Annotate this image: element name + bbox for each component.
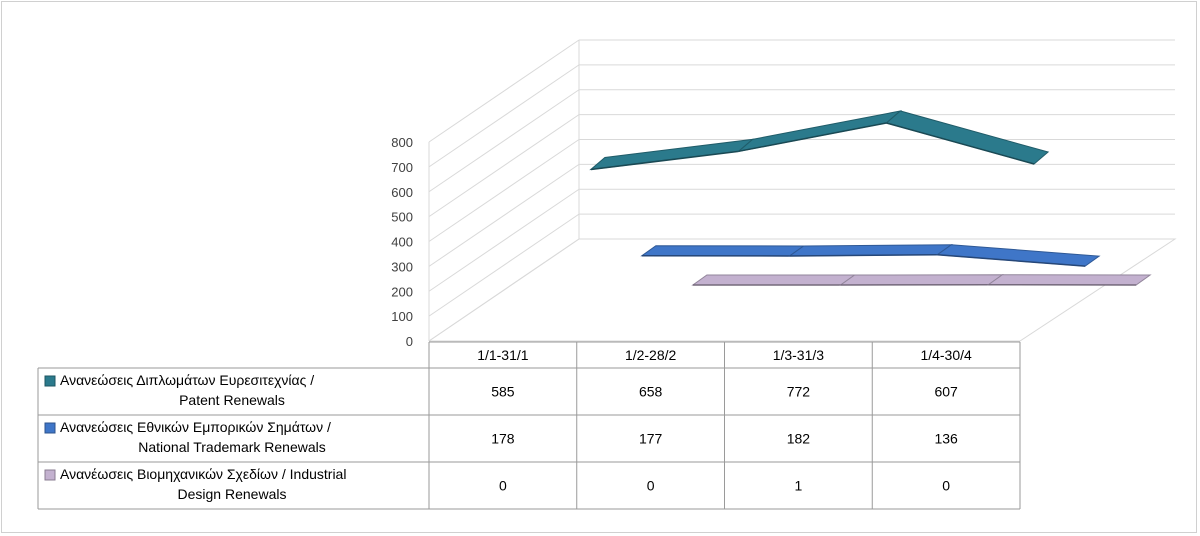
data-table-cell: 178 xyxy=(491,431,515,447)
y-tick-label: 500 xyxy=(391,210,413,225)
data-table-cell: 658 xyxy=(639,384,663,400)
data-table-cell: 182 xyxy=(787,431,811,447)
x-category-label: 1/2-28/2 xyxy=(625,347,677,363)
y-tick-label: 600 xyxy=(391,185,413,200)
side-gridline xyxy=(428,188,580,292)
data-table-cell: 0 xyxy=(499,478,507,494)
side-gridline xyxy=(428,64,580,168)
data-table: 1/1-31/1 1/2-28/2 1/3-31/3 1/4-30/4 Ανανεώσε… xyxy=(37,341,1021,510)
series-ribbon-segment xyxy=(885,110,1050,165)
series-line-front-edge xyxy=(789,253,938,257)
legend-key xyxy=(44,375,56,387)
legend-label-line: Ανανεώσεις Διπλωμάτων Ευρεσιτεχνίας / xyxy=(60,372,314,388)
data-table-cell: 0 xyxy=(647,478,655,494)
legend-label-line: Patent Renewals xyxy=(179,392,285,408)
side-gridline xyxy=(428,39,580,143)
data-table-cell: 136 xyxy=(934,431,958,447)
legend-key xyxy=(44,422,56,434)
series-ribbon-segment xyxy=(589,138,755,171)
data-table-cell: 1 xyxy=(794,478,802,494)
legend-label-line: Ανανέωσεις Βιομηχανικών Σχεδίων / Indust… xyxy=(60,466,346,482)
data-table-cell: 772 xyxy=(787,384,811,400)
series-line-front-edge xyxy=(590,150,739,171)
legend-key xyxy=(44,469,56,481)
chart-walls xyxy=(428,39,1177,342)
y-tick-label: 700 xyxy=(391,160,413,175)
series-ribbon-segment xyxy=(986,274,1152,286)
y-tick-label: 0 xyxy=(406,334,413,349)
data-table-cell: 177 xyxy=(639,431,663,447)
y-axis-ticks: 0 100 200 300 400 500 600 700 800 xyxy=(391,135,413,349)
data-table-cell: 607 xyxy=(934,384,958,400)
x-category-label: 1/3-31/3 xyxy=(773,347,825,363)
y-tick-label: 100 xyxy=(391,309,413,324)
data-table-cell: 0 xyxy=(942,478,950,494)
series-ribbon-segment xyxy=(736,110,903,153)
side-gridline xyxy=(428,238,580,342)
y-tick-label: 400 xyxy=(391,235,413,250)
legend-label-line: National Trademark Renewals xyxy=(138,439,326,455)
y-tick-label: 800 xyxy=(391,135,413,150)
side-gridline xyxy=(428,139,580,242)
side-gridline xyxy=(428,114,580,218)
legend-label-line: Ανανεώσεις Εθνικών Εμπορικών Σημάτων / xyxy=(60,419,331,435)
series-line-front-edge xyxy=(937,253,1086,267)
legend-label-line: Design Renewals xyxy=(178,486,287,502)
x-category-label: 1/4-30/4 xyxy=(920,347,972,363)
side-gridline xyxy=(428,213,580,317)
x-category-label: 1/1-31/1 xyxy=(477,347,529,363)
data-table-cell: 585 xyxy=(491,384,515,400)
series-ribbon-segment xyxy=(640,245,806,257)
chart-series xyxy=(589,110,1152,286)
y-tick-label: 300 xyxy=(391,259,413,274)
series-ribbon-segment xyxy=(935,244,1101,267)
side-gridline xyxy=(428,89,580,193)
series-ribbon-segment xyxy=(691,274,857,286)
series-line-front-edge xyxy=(886,122,1035,165)
series-line-front-edge xyxy=(738,122,887,153)
side-gridline xyxy=(428,163,580,267)
y-tick-label: 200 xyxy=(391,284,413,299)
series-ribbon-segment xyxy=(839,274,1004,286)
